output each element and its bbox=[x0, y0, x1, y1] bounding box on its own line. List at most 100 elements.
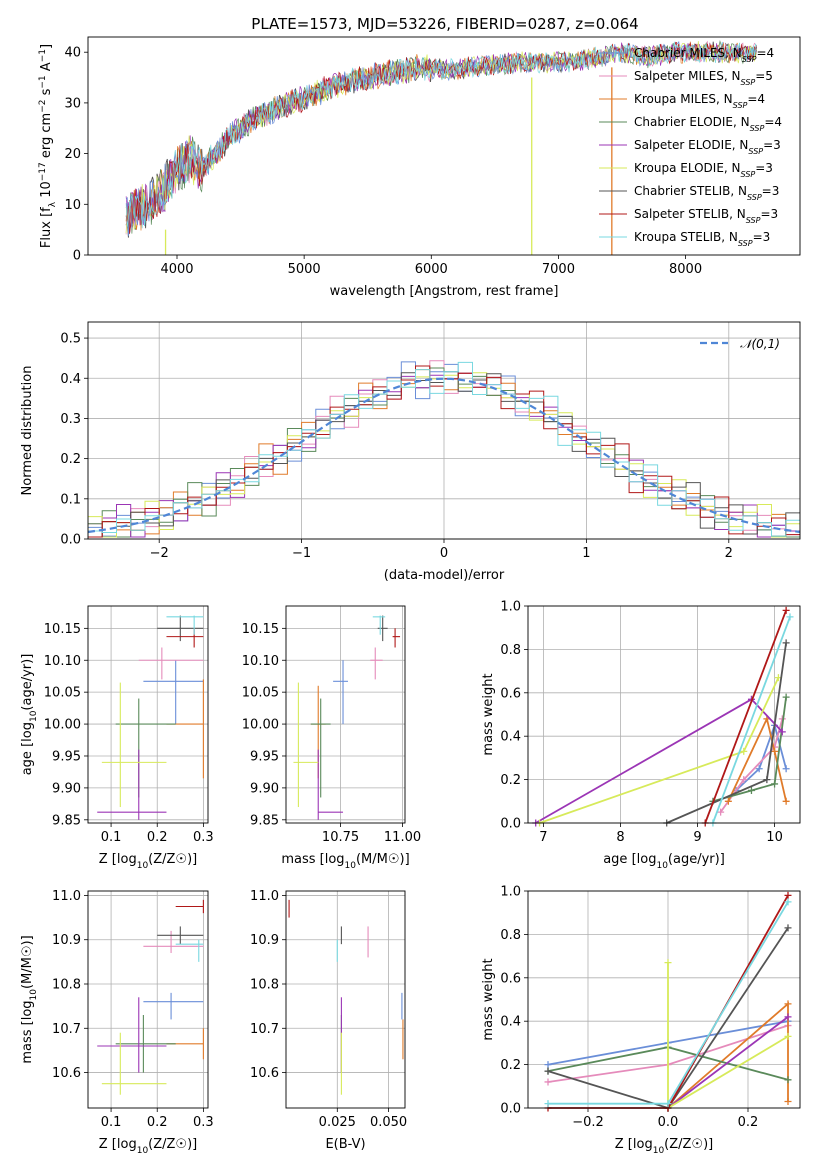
mass_vs_ebv-frame bbox=[285, 890, 406, 1109]
panels: 4000 5000 6000 7000 8000010203040wavelength … bbox=[20, 36, 801, 1156]
massweight_vs_age-marker bbox=[782, 765, 790, 773]
residuals-ytick-label: 0.3 bbox=[60, 412, 81, 427]
massweight_vs_Z-marker bbox=[544, 1100, 552, 1108]
spectrum-xtick-label: 8000 bbox=[669, 262, 702, 277]
massweight_vs_Z-marker bbox=[544, 1078, 552, 1086]
massweight_vs_age-marker bbox=[771, 747, 779, 755]
massweight_vs_age-marker bbox=[740, 747, 748, 755]
mass_vs_Z-ytick-label: 11.0 bbox=[52, 889, 81, 904]
massweight_vs_Z-marker bbox=[784, 898, 792, 906]
massweight_vs_Z-marker bbox=[784, 1013, 792, 1021]
age_vs_Z-point-chabrier-elodie bbox=[115, 698, 176, 798]
massweight_vs_Z-ytick-label: 0.0 bbox=[500, 1102, 521, 1117]
spectrum-frame bbox=[87, 36, 801, 256]
massweight_vs_Z-xlabel: Z [log10(Z/Z☉)] bbox=[615, 1137, 713, 1156]
age_vs_Z-point-salpeter-miles bbox=[138, 647, 204, 680]
massweight_vs_age-lines bbox=[532, 606, 794, 827]
age_vs_mass-ytick-label: 10.05 bbox=[242, 686, 279, 701]
massweight_vs_age-marker bbox=[786, 613, 794, 621]
age_vs_Z-xtick-label: 0.1 bbox=[101, 830, 122, 845]
mass_vs_Z-xlabel: Z [log10(Z/Z☉)] bbox=[99, 1137, 197, 1156]
massweight_vs_age-line-salpeter-stelib bbox=[704, 609, 787, 824]
legend-label-salpeter-elodie: Salpeter ELODIE, NSSP=3 bbox=[634, 138, 781, 156]
mass_vs_ebv-ytick-label: 10.7 bbox=[250, 1022, 279, 1037]
massweight_vs_Z-xtick-label: −0.2 bbox=[572, 1115, 604, 1130]
spectrum-ytick-label: 0 bbox=[73, 249, 81, 264]
mass_vs_Z-point-salpeter-miles bbox=[143, 930, 204, 953]
mass_vs_Z-axes: 0.1 0.2 0.3 10.6 10.7 10.8 10.9 11.0 bbox=[52, 889, 214, 1130]
mass_vs_Z-point-salpeter-elodie bbox=[97, 997, 167, 1073]
massweight_vs_age-ytick-label: 0.2 bbox=[500, 773, 521, 788]
legend-label-kroupa-miles: Kroupa MILES, NSSP=4 bbox=[634, 92, 765, 110]
spectrum-ylabel: Flux [fλ 10−17 erg cm−2 s−1 A−1] bbox=[38, 44, 58, 248]
mass_vs_Z-ylabel: mass [log10(M/M☉)] bbox=[20, 935, 39, 1063]
massweight_vs_age-ytick-label: 0.4 bbox=[500, 730, 521, 745]
mass_vs_ebv-ytick-label: 10.6 bbox=[250, 1066, 279, 1081]
age_vs_Z-point-chabrier-stelib bbox=[157, 615, 204, 642]
massweight_vs_Z-line-salpeter-elodie bbox=[667, 1016, 789, 1109]
legend-label-chabrier-elodie: Chabrier ELODIE, NSSP=4 bbox=[634, 115, 782, 133]
legend-label-chabrier-stelib: Chabrier STELIB, NSSP=3 bbox=[634, 184, 779, 202]
residuals-ytick-label: 0.1 bbox=[60, 492, 81, 507]
massweight_vs_age-marker bbox=[782, 606, 790, 614]
mass_vs_ebv-ytick-label: 10.8 bbox=[250, 978, 279, 993]
legend-label-normal: 𝒩(0,1) bbox=[740, 337, 780, 351]
mass_vs_Z-point-chabrier-stelib bbox=[157, 926, 204, 945]
age_vs_mass-ytick-label: 10.15 bbox=[242, 622, 279, 637]
spectrum-ytick-label: 10 bbox=[64, 198, 81, 213]
massweight_vs_Z-xtick-label: 0.0 bbox=[658, 1115, 679, 1130]
legend-label-kroupa-elodie: Kroupa ELODIE, NSSP=3 bbox=[634, 161, 773, 179]
legend-label-salpeter-stelib: Salpeter STELIB, NSSP=3 bbox=[634, 207, 778, 225]
age_vs_Z-point-kroupa-stelib bbox=[166, 615, 204, 635]
age_vs_Z-xlabel: Z [log10(Z/Z☉)] bbox=[99, 852, 197, 871]
age_vs_Z-axes: 0.1 0.2 0.3 9.85 9.90 9.95 10.00 10.05 10.10 10.1… bbox=[44, 606, 214, 845]
mass_vs_Z-point-chabrier-elodie bbox=[115, 1015, 176, 1073]
massweight_vs_age-line-kroupa-stelib bbox=[712, 616, 791, 824]
age_vs_mass-ytick-label: 10.10 bbox=[242, 654, 279, 669]
mass_vs_ebv-points bbox=[288, 899, 404, 1095]
residuals-xtick-label: −2 bbox=[150, 546, 169, 561]
spectrum-line-kroupa-stelib bbox=[125, 41, 757, 229]
residuals-ytick-label: 0.0 bbox=[60, 533, 81, 548]
massweight_vs_age-axes: 7 8 9 10 0.0 0.2 0.4 0.6 0.8 1.0 bbox=[500, 600, 800, 845]
massweight_vs_age-xtick-label: 7 bbox=[539, 830, 547, 845]
age_vs_Z-ytick-label: 10.15 bbox=[44, 622, 81, 637]
age_vs_Z-frame bbox=[87, 605, 209, 824]
massweight_vs_age-marker bbox=[782, 797, 790, 805]
massweight_vs_Z-line-kroupa-elodie bbox=[667, 962, 789, 1110]
age_vs_Z-ylabel: age [log10(age/yr)] bbox=[20, 654, 39, 776]
age_vs_Z-ytick-label: 9.85 bbox=[52, 813, 81, 828]
massweight_vs_Z-axes: −0.2 0.0 0.2 0.0 0.2 0.4 0.6 0.8 1.0 bbox=[500, 885, 800, 1130]
spectrum-ytick-label: 20 bbox=[64, 147, 81, 162]
age_vs_Z-point-kroupa-miles bbox=[166, 679, 204, 779]
legend-label-salpeter-miles: Salpeter MILES, NSSP=5 bbox=[634, 69, 773, 87]
residuals-axes: −2 −1 0 1 2 0.0 0.1 0.2 0.3 0.4 0.5 bbox=[60, 322, 800, 561]
massweight_vs_Z-lines bbox=[544, 891, 792, 1112]
massweight_vs_Z-xtick-label: 0.2 bbox=[738, 1115, 759, 1130]
massweight_vs_Z-ytick-label: 0.4 bbox=[500, 1015, 521, 1030]
massweight_vs_Z-marker bbox=[784, 1000, 792, 1008]
spectrum-xtick-label: 4000 bbox=[160, 262, 193, 277]
massweight_vs_Z-ylabel: mass weight bbox=[481, 958, 496, 1040]
massweight_vs_age-xtick-label: 8 bbox=[616, 830, 624, 845]
massweight_vs_age-ylabel: mass weight bbox=[481, 673, 496, 755]
histogram-kroupa-stelib bbox=[88, 361, 800, 539]
massweight_vs_Z-marker bbox=[664, 1100, 672, 1108]
mass_vs_Z-point-salpeter-stelib bbox=[175, 899, 204, 914]
mass_vs_Z-ytick-label: 10.6 bbox=[52, 1066, 81, 1081]
massweight_vs_age-marker bbox=[763, 776, 771, 784]
massweight_vs_Z-ytick-label: 0.2 bbox=[500, 1058, 521, 1073]
massweight_vs_age-xlabel: age [log10(age/yr)] bbox=[603, 852, 725, 871]
mass_vs_Z-frame bbox=[87, 890, 209, 1109]
mass_vs_Z-point-kroupa-elodie bbox=[101, 1032, 167, 1095]
massweight_vs_age-xtick-label: 10 bbox=[766, 830, 783, 845]
age_vs_Z-ytick-label: 10.10 bbox=[44, 654, 81, 669]
residuals-xtick-label: 2 bbox=[725, 546, 733, 561]
age_vs_Z-ytick-label: 9.95 bbox=[52, 749, 81, 764]
mass_vs_Z-ytick-label: 10.9 bbox=[52, 933, 81, 948]
mass_vs_ebv-xlabel: E(B-V) bbox=[325, 1137, 365, 1152]
spectrum-lines bbox=[125, 40, 758, 255]
age_vs_mass-point-kroupa-elodie bbox=[293, 682, 319, 808]
age_vs_Z-ytick-label: 10.00 bbox=[44, 718, 81, 733]
